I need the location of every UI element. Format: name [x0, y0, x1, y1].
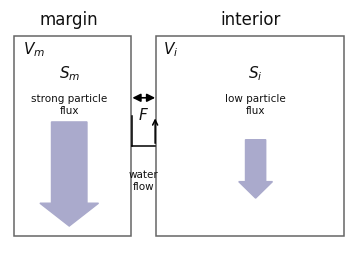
- Text: strong particle
flux: strong particle flux: [31, 94, 107, 116]
- Bar: [14, 36, 131, 236]
- Text: $V_m$: $V_m$: [23, 41, 45, 59]
- Text: interior: interior: [220, 11, 280, 29]
- Text: $S_i$: $S_i$: [248, 64, 263, 83]
- Text: $F$: $F$: [138, 107, 149, 123]
- FancyArrow shape: [40, 122, 99, 226]
- Text: water
flow: water flow: [129, 170, 159, 192]
- Text: margin: margin: [40, 11, 99, 29]
- Text: $S_m$: $S_m$: [59, 64, 80, 83]
- Bar: [156, 36, 344, 236]
- FancyArrow shape: [239, 140, 273, 198]
- Text: low particle
flux: low particle flux: [225, 94, 286, 116]
- Text: $V_i$: $V_i$: [163, 41, 179, 59]
